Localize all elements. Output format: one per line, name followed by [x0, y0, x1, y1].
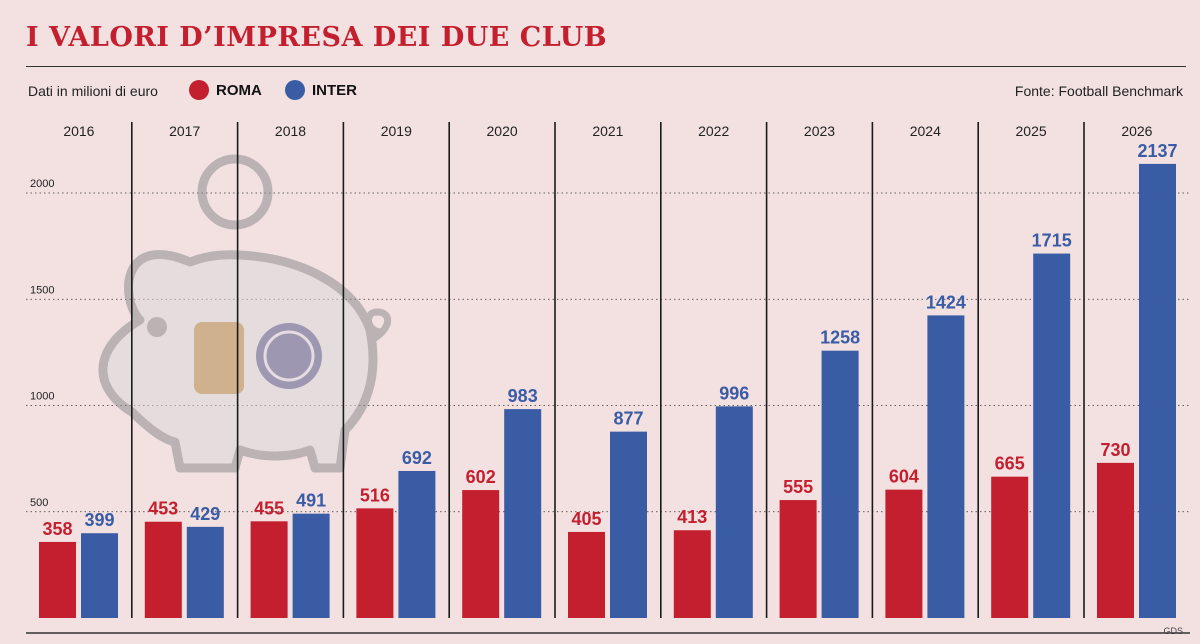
legend-label-inter: INTER [312, 81, 357, 99]
year-label: 2025 [1016, 123, 1047, 139]
chart-title: I VALORI D’IMPRESA DEI DUE CLUB [26, 22, 608, 53]
value-label-inter: 491 [296, 491, 326, 511]
y-tick-label: 1500 [30, 284, 54, 296]
bar-roma [1097, 462, 1134, 618]
y-tick-label: 2000 [30, 178, 54, 190]
value-label-roma: 358 [42, 519, 72, 539]
value-label-roma: 455 [254, 498, 284, 518]
bar-inter [504, 409, 542, 618]
bar-roma [779, 500, 817, 618]
bar-roma [568, 531, 605, 618]
bar-roma [39, 541, 76, 618]
piggy-bank-icon [98, 154, 392, 473]
year-label: 2016 [63, 123, 94, 139]
y-tick-label: 1000 [30, 391, 54, 403]
value-label-inter: 1424 [926, 292, 966, 312]
value-label-roma: 516 [360, 485, 390, 505]
legend-item-inter: INTER [285, 80, 357, 100]
legend-swatch-inter [285, 80, 305, 100]
bar-inter [610, 431, 647, 618]
value-label-inter: 877 [613, 409, 643, 429]
footer-credit: GDS [1163, 626, 1183, 636]
value-label-roma: 413 [677, 507, 707, 527]
legend-label-roma: ROMA [216, 81, 262, 99]
units-note: Dati in milioni di euro [28, 83, 158, 99]
bar-inter [292, 513, 330, 618]
year-label: 2026 [1121, 123, 1152, 139]
source-note: Fonte: Football Benchmark [1014, 83, 1183, 99]
bar-roma [462, 490, 500, 618]
value-label-roma: 602 [466, 467, 496, 487]
bar-roma [885, 489, 923, 618]
year-label: 2018 [275, 123, 306, 139]
value-label-roma: 405 [571, 509, 601, 529]
value-label-inter: 996 [719, 383, 749, 403]
bar-inter [81, 533, 118, 618]
bar-roma [250, 521, 288, 618]
bar-inter [1033, 253, 1071, 618]
year-label: 2019 [381, 123, 412, 139]
value-label-inter: 692 [402, 448, 432, 468]
roma-logo-icon [194, 322, 244, 394]
year-separators [131, 122, 1085, 618]
bars [39, 163, 1176, 618]
value-label-inter: 399 [84, 510, 114, 530]
value-label-roma: 604 [889, 467, 919, 487]
bar-roma [991, 476, 1029, 618]
value-label-roma: 730 [1100, 440, 1130, 460]
year-label: 2024 [910, 123, 941, 139]
bar-inter [1139, 163, 1176, 618]
year-label: 2022 [698, 123, 729, 139]
bar-inter [398, 470, 436, 618]
bar-roma [673, 530, 711, 618]
value-label-inter: 1715 [1032, 231, 1072, 251]
value-label-inter: 429 [190, 504, 220, 524]
value-label-inter: 1258 [820, 328, 860, 348]
value-label-roma: 453 [148, 499, 178, 519]
year-labels: 2016 2017 2018 2019 2020 2021 2022 2023 2024 2025… [63, 123, 1152, 139]
legend-swatch-roma [189, 80, 209, 100]
bar-inter [927, 315, 965, 618]
bar-roma [356, 508, 394, 618]
year-label: 2020 [487, 123, 518, 139]
coin-icon [197, 154, 273, 230]
legend-item-roma: ROMA [189, 80, 262, 100]
bar-inter [821, 350, 859, 618]
year-label: 2023 [804, 123, 835, 139]
bar-inter [715, 406, 753, 618]
value-label-inter: 983 [508, 386, 538, 406]
bar-inter [186, 526, 224, 618]
bar-roma [144, 521, 182, 618]
value-label-inter: 2137 [1137, 141, 1177, 161]
year-label: 2017 [169, 123, 200, 139]
value-label-roma: 665 [995, 454, 1025, 474]
title-rule [26, 66, 1186, 67]
y-axis: 500 1000 1500 2000 [30, 178, 54, 509]
year-label: 2021 [592, 123, 623, 139]
y-tick-label: 500 [30, 497, 48, 509]
value-label-roma: 555 [783, 477, 813, 497]
value-labels: 358 399 453 429 455 491 516 692 602 983 405 877 413 9… [42, 141, 1177, 539]
